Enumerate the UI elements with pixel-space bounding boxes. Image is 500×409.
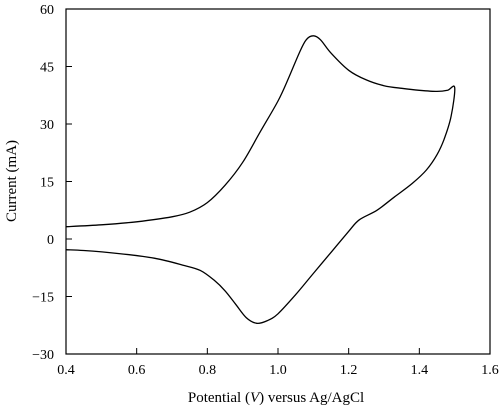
y-tick-label: 15 <box>40 176 54 191</box>
plot-border <box>65 8 491 355</box>
y-axis-label: Current (mA) <box>4 140 20 222</box>
x-tick-label: 1.6 <box>481 363 499 378</box>
x-tick-label: 0.6 <box>128 363 146 378</box>
y-tick-label: −15 <box>32 291 54 306</box>
x-axis-label-part-1: Potential ( <box>188 390 250 406</box>
cv-curve-line <box>65 35 456 325</box>
x-axis-ticks: 0.4 0.6 0.8 1.0 1.2 1.4 1.6 <box>57 348 499 378</box>
x-axis-label-part-2: ) versus Ag/AgCl <box>259 390 364 406</box>
x-tick-label: 0.4 <box>57 363 75 378</box>
x-tick-label: 0.8 <box>199 363 217 378</box>
x-axis-label-var: V <box>250 390 261 406</box>
y-tick-label: −30 <box>32 348 54 363</box>
plot-frame <box>65 8 491 355</box>
x-tick-label: 1.0 <box>269 363 287 378</box>
y-tick-label: 30 <box>40 118 54 133</box>
y-tick-label: 0 <box>47 233 54 248</box>
x-tick-label: 1.4 <box>411 363 429 378</box>
x-axis-label: Potential (V) versus Ag/AgCl <box>188 390 364 406</box>
y-tick-label: 60 <box>40 3 54 18</box>
series-layer <box>65 35 456 325</box>
x-tick-label: 1.2 <box>340 363 358 378</box>
y-axis-ticks: −30 −15 0 15 30 45 60 <box>32 3 72 363</box>
y-tick-label: 45 <box>40 61 54 76</box>
